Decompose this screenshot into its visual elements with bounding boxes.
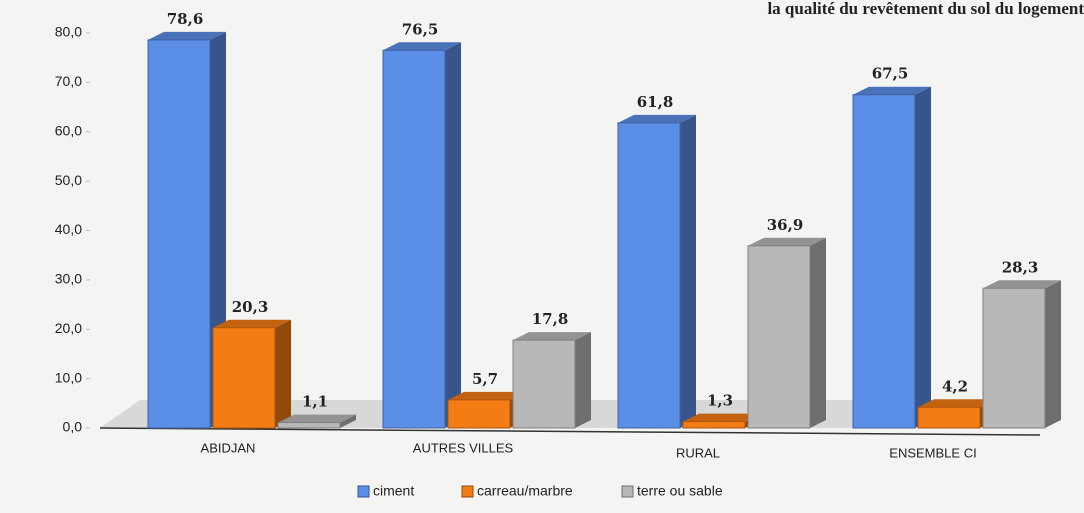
- value-label: 1,3: [707, 392, 733, 410]
- x-tick-label: ENSEMBLE CI: [889, 445, 976, 460]
- y-tick-label: 20,0: [55, 320, 82, 336]
- y-tick-label: 50,0: [55, 172, 82, 188]
- value-label: 17,8: [532, 310, 569, 328]
- bar-top: [278, 414, 356, 423]
- value-label: 4,2: [942, 377, 968, 395]
- x-tick-label: ABIDJAN: [201, 440, 256, 455]
- bar-side: [275, 319, 291, 428]
- bar: [212, 327, 276, 429]
- bar-side: [680, 114, 696, 429]
- bar-top: [213, 319, 291, 328]
- y-tick-label: 60,0: [55, 122, 82, 138]
- bar-top: [748, 237, 826, 246]
- bar: [382, 49, 446, 429]
- legend-swatch: [461, 485, 474, 498]
- bar-top: [853, 86, 931, 95]
- bar: [512, 339, 576, 429]
- bar: [982, 287, 1046, 429]
- bar: [277, 422, 341, 429]
- bar: [447, 399, 511, 429]
- y-tick-label: 80,0: [55, 24, 82, 40]
- value-label: 61,8: [637, 93, 674, 111]
- y-tick-label: 40,0: [55, 221, 82, 237]
- x-tick-label: RURAL: [676, 445, 720, 460]
- bar-top: [383, 42, 461, 51]
- legend-swatch: [357, 485, 370, 498]
- bar-top: [683, 413, 761, 422]
- y-tick-label: 70,0: [55, 73, 82, 89]
- bar-top: [983, 280, 1061, 289]
- legend-swatch: [621, 485, 634, 498]
- value-label: 20,3: [232, 298, 269, 316]
- value-label: 67,5: [872, 65, 909, 83]
- value-label: 76,5: [402, 20, 439, 38]
- bar-top: [918, 399, 996, 408]
- bar: [682, 421, 746, 429]
- x-tick-label: AUTRES VILLES: [413, 440, 514, 455]
- bar-top: [618, 114, 696, 123]
- value-label: 28,3: [1002, 258, 1039, 276]
- value-label: 1,1: [302, 393, 328, 411]
- y-tick-label: 0,0: [63, 419, 83, 435]
- bar-side: [575, 332, 591, 428]
- value-label: 5,7: [472, 370, 498, 388]
- chart-title: la qualité du revêtement du sol du logem…: [767, 0, 1084, 18]
- bar: [852, 94, 916, 429]
- bar: [147, 39, 211, 429]
- bar: [747, 245, 811, 429]
- legend-label: carreau/marbre: [477, 483, 573, 499]
- bar-top: [513, 332, 591, 341]
- legend-label: terre ou sable: [637, 483, 723, 499]
- value-label: 78,6: [167, 10, 204, 28]
- bar-side: [1045, 280, 1061, 428]
- bar-side: [915, 86, 931, 428]
- legend-label: ciment: [373, 483, 414, 499]
- bar-top: [148, 31, 226, 40]
- bar: [917, 406, 981, 429]
- bar-top: [448, 391, 526, 400]
- bar: [617, 122, 681, 429]
- bar-side: [340, 414, 356, 428]
- y-tick-label: 30,0: [55, 271, 82, 287]
- value-label: 36,9: [767, 216, 804, 234]
- bar-side: [810, 237, 826, 428]
- x-axis: [99, 427, 1041, 436]
- bar-side: [445, 42, 461, 428]
- y-tick-label: 10,0: [55, 369, 82, 385]
